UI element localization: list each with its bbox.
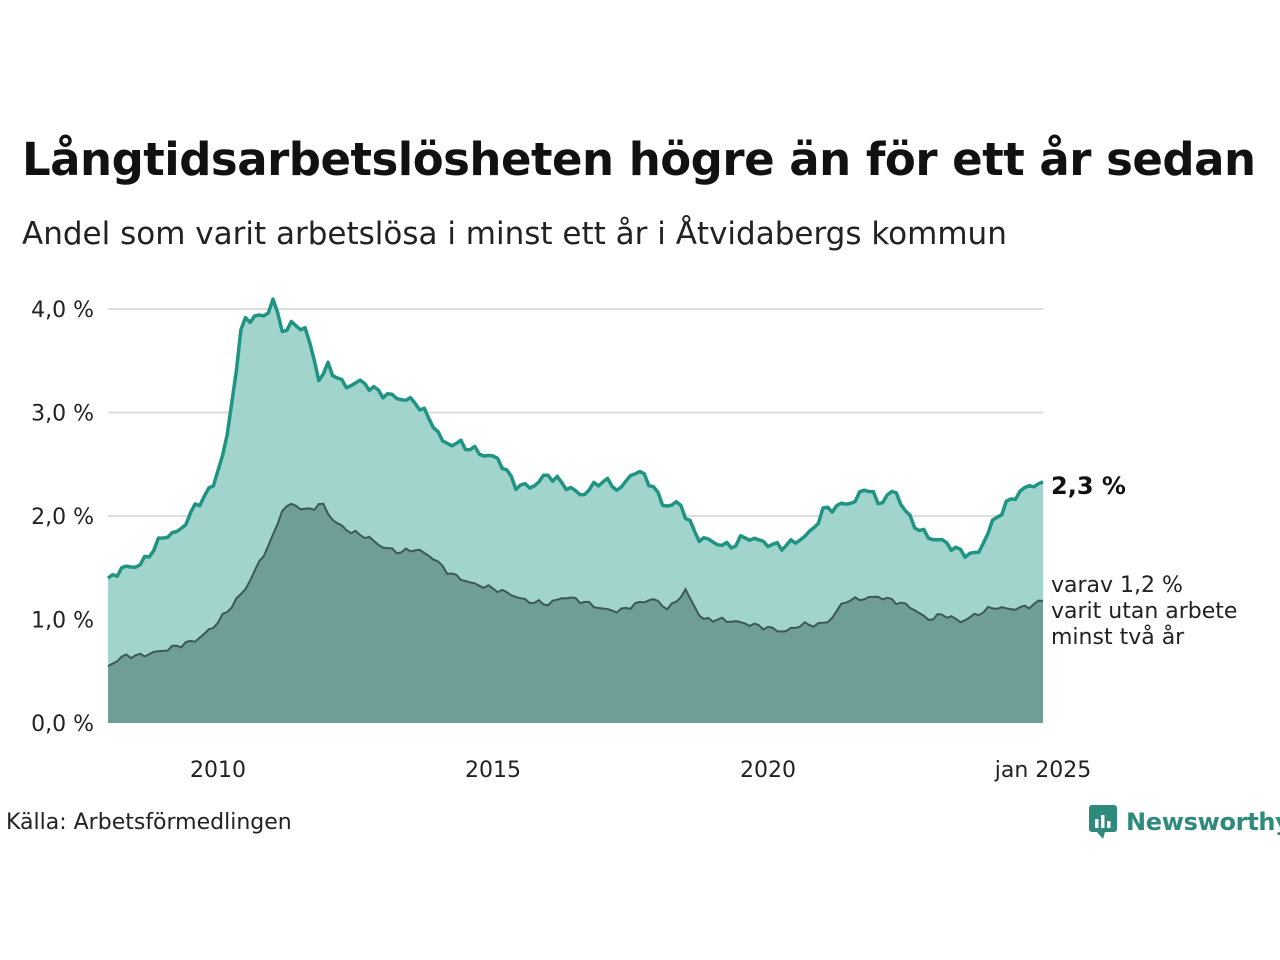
- series-line-two-years: [107, 502, 1044, 667]
- x-tick-label: 2010: [190, 758, 246, 783]
- x-tick-label: jan 2025: [994, 758, 1092, 783]
- brand-name: Newsworthy: [1126, 808, 1280, 836]
- x-axis: 2010 2015 2020 jan 2025: [190, 758, 1091, 783]
- x-tick-label: 2020: [740, 758, 796, 783]
- y-tick-label: 4,0 %: [31, 298, 94, 323]
- end-label-line-2: varit utan arbete: [1051, 599, 1237, 624]
- brand-logo[interactable]: Newsworthy: [1088, 804, 1280, 840]
- y-axis: 0,0 % 1,0 % 2,0 % 3,0 % 4,0 %: [31, 298, 94, 737]
- end-label-two-years: varav 1,2 % varit utan arbete minst två …: [1051, 573, 1244, 650]
- end-label-line-3: minst två år: [1051, 624, 1185, 650]
- y-tick-label: 0,0 %: [31, 712, 94, 737]
- source-note: Källa: Arbetsförmedlingen: [6, 810, 292, 835]
- chart-title: Långtidsarbetslösheten högre än för ett …: [22, 133, 1256, 186]
- y-tick-label: 2,0 %: [31, 505, 94, 530]
- end-label-long-term: 2,3 %: [1051, 472, 1126, 500]
- chart-subtitle: Andel som varit arbetslösa i minst ett å…: [22, 216, 1007, 252]
- y-tick-label: 3,0 %: [31, 402, 94, 427]
- end-label-line-1: varav 1,2 %: [1051, 573, 1183, 598]
- newsworthy-logo-icon: [1089, 805, 1117, 839]
- series-line-long-term: [106, 297, 1044, 580]
- x-tick-label: 2015: [465, 758, 521, 783]
- y-tick-label: 1,0 %: [31, 609, 94, 634]
- series-area-two-years: [108, 503, 1043, 723]
